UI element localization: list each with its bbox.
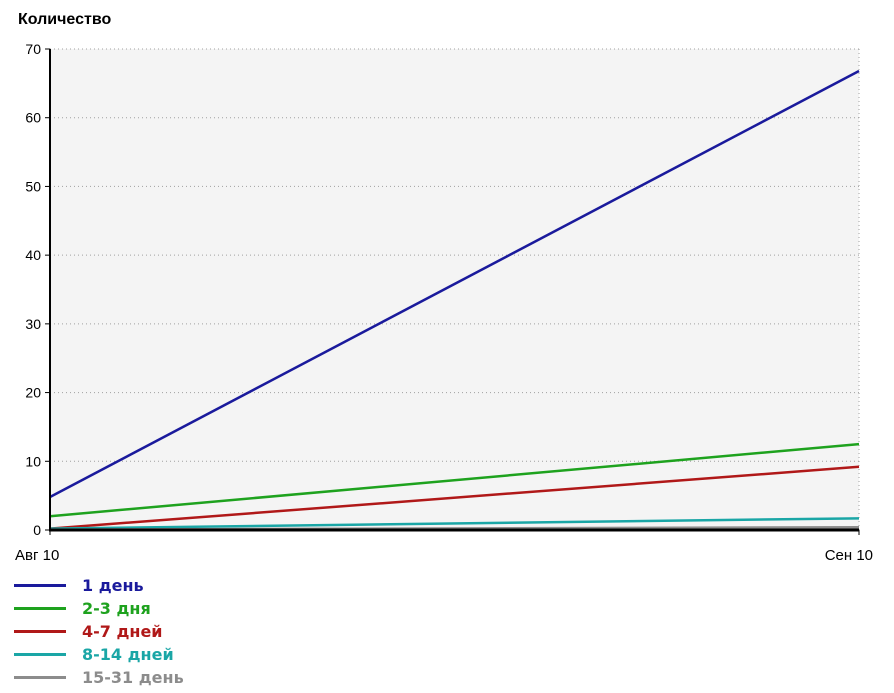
plot-background <box>50 49 859 530</box>
legend-swatch <box>14 584 66 587</box>
y-tick-label: 10 <box>25 453 41 469</box>
legend-label: 4-7 дней <box>82 622 163 641</box>
legend-label: 2-3 дня <box>82 599 151 618</box>
legend-swatch <box>14 607 66 610</box>
legend-swatch <box>14 653 66 656</box>
legend-swatch <box>14 630 66 633</box>
series-line-1 <box>49 69 860 499</box>
y-tick-label: 50 <box>25 178 41 194</box>
legend: 1 день 2-3 дня 4-7 дней 8-14 дней 15-31 день <box>14 574 184 689</box>
y-tick-label: 20 <box>25 385 41 401</box>
legend-label: 15-31 день <box>82 668 184 687</box>
legend-label: 8-14 дней <box>82 645 174 664</box>
y-tick-label: 0 <box>33 522 41 538</box>
legend-item: 4-7 дней <box>14 620 184 643</box>
legend-item: 1 день <box>14 574 184 597</box>
legend-item: 8-14 дней <box>14 643 184 666</box>
y-tick-label: 30 <box>25 316 41 332</box>
y-tick-label: 40 <box>25 247 41 263</box>
series-line-3 <box>49 465 860 530</box>
x-tick-label: Сен 10 <box>825 547 873 564</box>
y-tick-label: 60 <box>25 110 41 126</box>
x-tick-label: Авг 10 <box>15 547 59 564</box>
legend-label: 1 день <box>82 576 144 595</box>
series-line-2 <box>49 442 860 518</box>
y-axis-label: Количество <box>18 11 111 28</box>
series-line-4 <box>49 517 860 530</box>
legend-item: 2-3 дня <box>14 597 184 620</box>
legend-swatch <box>14 676 66 679</box>
legend-item: 15-31 день <box>14 666 184 689</box>
y-tick-label: 70 <box>25 41 41 57</box>
